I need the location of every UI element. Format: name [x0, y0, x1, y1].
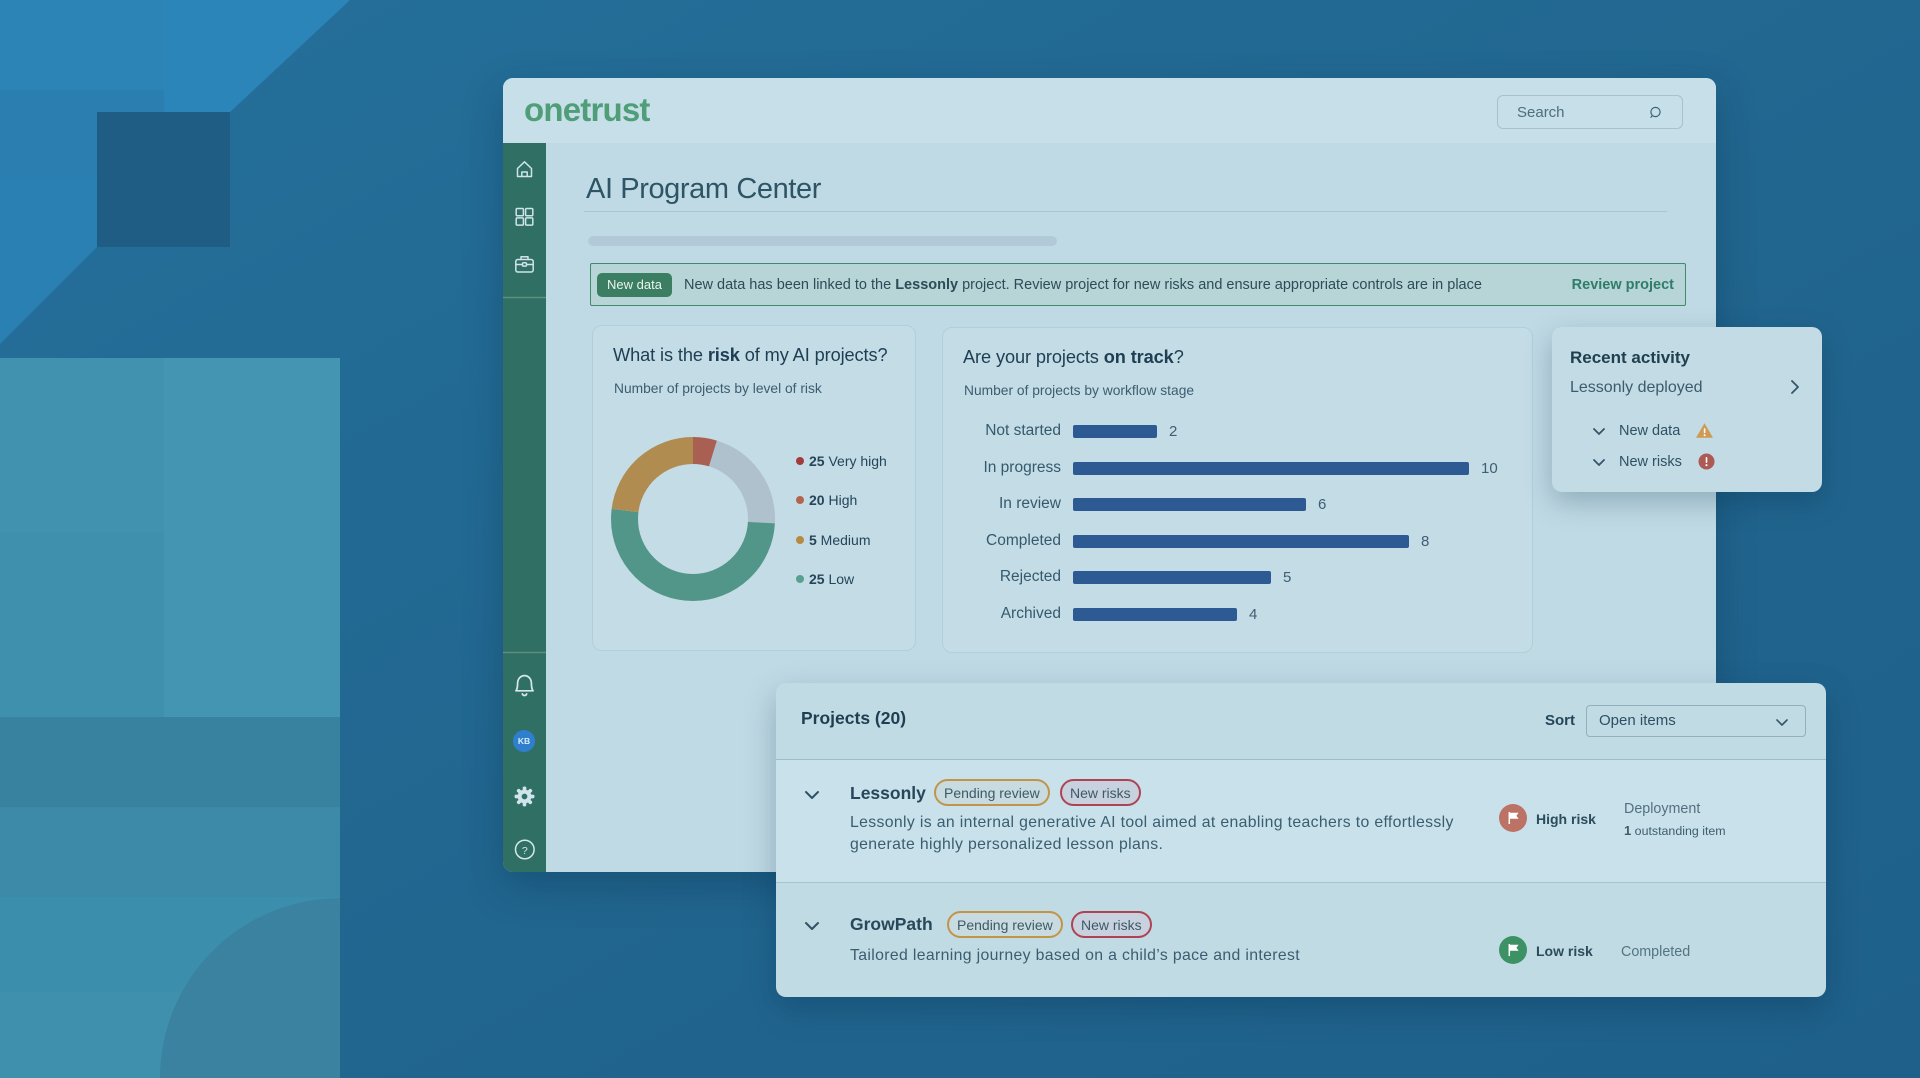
svg-text:?: ? — [522, 845, 528, 857]
